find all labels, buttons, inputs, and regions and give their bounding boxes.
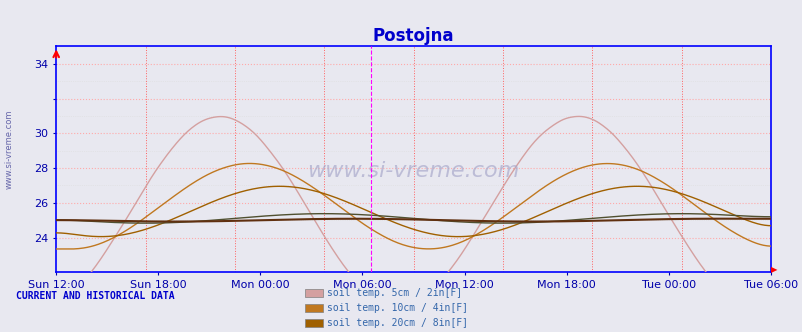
Text: soil temp. 10cm / 4in[F]: soil temp. 10cm / 4in[F]: [326, 303, 468, 313]
Text: soil temp. 5cm / 2in[F]: soil temp. 5cm / 2in[F]: [326, 288, 461, 298]
Title: Postojna: Postojna: [372, 27, 454, 45]
Text: www.si-vreme.com: www.si-vreme.com: [307, 161, 519, 181]
Text: soil temp. 20cm / 8in[F]: soil temp. 20cm / 8in[F]: [326, 318, 468, 328]
Text: CURRENT AND HISTORICAL DATA: CURRENT AND HISTORICAL DATA: [16, 291, 175, 301]
Text: www.si-vreme.com: www.si-vreme.com: [5, 110, 14, 189]
Text: ▶: ▶: [770, 265, 776, 274]
